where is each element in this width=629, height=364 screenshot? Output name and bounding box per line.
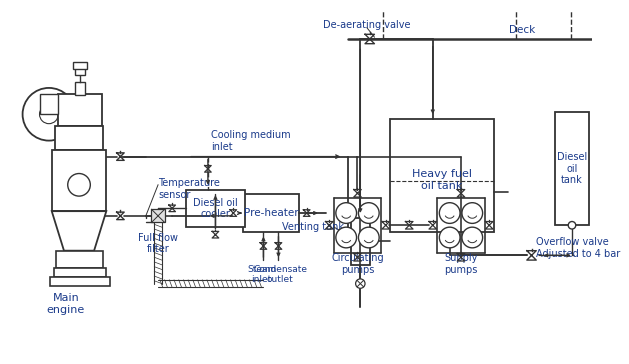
Bar [152,209,165,222]
Text: Pre-heater: Pre-heater [243,208,298,218]
Bar [243,194,299,232]
Circle shape [336,203,357,223]
Text: Circulating
pumps: Circulating pumps [331,253,384,275]
Text: Supply
pumps: Supply pumps [444,253,477,275]
Bar [75,82,85,95]
Text: Full flow
filter: Full flow filter [138,233,178,254]
Text: Venting tank: Venting tank [282,222,344,233]
Text: Diesel oil
cooler: Diesel oil cooler [193,198,238,219]
Bar [57,251,104,268]
Text: De-aerating valve: De-aerating valve [323,20,411,30]
Text: Main
engine: Main engine [47,293,85,314]
Circle shape [439,203,460,223]
Bar [74,62,87,69]
Text: Steam
inlet: Steam inlet [247,265,276,284]
Text: Temperature
sensor: Temperature sensor [158,178,220,200]
Text: Diesel
oil
tank: Diesel oil tank [557,152,587,185]
Circle shape [40,105,58,124]
Bar [53,268,106,277]
Circle shape [568,222,576,229]
Bar [351,218,370,265]
Circle shape [359,203,379,223]
Text: Overflow valve
Adjusted to 4 bar: Overflow valve Adjusted to 4 bar [537,237,620,259]
Bar [186,190,245,227]
Polygon shape [52,211,106,251]
Text: Cooling medium
inlet: Cooling medium inlet [211,130,291,152]
Bar [391,119,494,232]
Circle shape [23,88,75,141]
Bar [50,277,110,286]
Circle shape [336,227,357,248]
Bar [75,67,85,75]
Circle shape [462,203,482,223]
Text: Heavy fuel
oil tank: Heavy fuel oil tank [412,169,472,191]
Text: Deck: Deck [509,25,535,35]
Bar [52,150,106,211]
Circle shape [439,227,460,248]
Circle shape [446,228,454,236]
Text: Condensate
outlet: Condensate outlet [253,265,308,284]
Bar [555,112,589,225]
Bar [55,127,104,150]
Circle shape [462,227,482,248]
Circle shape [355,279,365,288]
Bar [40,94,58,114]
Bar [58,94,102,127]
Circle shape [68,174,91,196]
Circle shape [359,227,379,248]
